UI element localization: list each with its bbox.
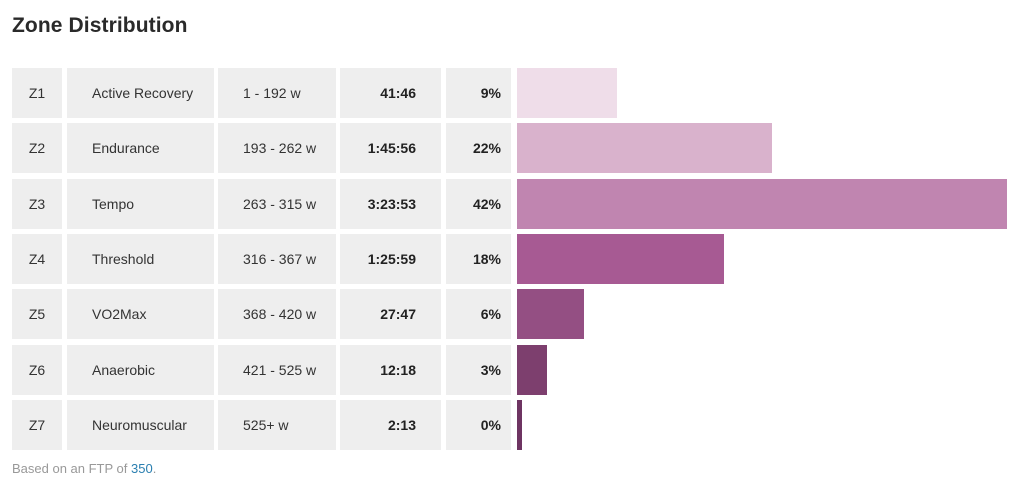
zone-name: Tempo — [67, 178, 214, 229]
zone-bar — [517, 289, 584, 340]
bar-track — [517, 68, 1007, 118]
zone-label: Z6 — [12, 344, 62, 395]
table-row: Z5 VO2Max 368 - 420 w 27:47 6% — [12, 289, 1012, 340]
zone-percent: 3% — [446, 344, 511, 395]
zone-name: Endurance — [67, 123, 214, 174]
zone-percent: 6% — [446, 289, 511, 340]
zone-bar — [517, 344, 547, 395]
zone-percent: 9% — [446, 68, 511, 118]
zone-percent: 42% — [446, 178, 511, 229]
table-row: Z2 Endurance 193 - 262 w 1:45:56 22% — [12, 123, 1012, 174]
table-row: Z3 Tempo 263 - 315 w 3:23:53 42% — [12, 178, 1012, 229]
footnote-suffix: . — [152, 461, 157, 476]
zone-time: 2:13 — [340, 399, 441, 450]
bar-track — [517, 344, 1007, 395]
table-row: Z6 Anaerobic 421 - 525 w 12:18 3% — [12, 344, 1012, 395]
zone-time: 41:46 — [340, 68, 441, 118]
table-row: Z1 Active Recovery 1 - 192 w 41:46 9% — [12, 68, 1012, 118]
zone-power-range: 193 - 262 w — [218, 123, 336, 174]
zone-power-range: 368 - 420 w — [218, 289, 336, 340]
bar-track — [517, 123, 1007, 174]
zone-label: Z7 — [12, 399, 62, 450]
zone-time: 12:18 — [340, 344, 441, 395]
zone-power-range: 1 - 192 w — [218, 68, 336, 118]
zone-bar — [517, 399, 523, 450]
zone-time: 27:47 — [340, 289, 441, 340]
zone-power-range: 421 - 525 w — [218, 344, 336, 395]
zone-percent: 0% — [446, 399, 511, 450]
bar-track — [517, 289, 1007, 340]
zone-power-range: 525+ w — [218, 399, 336, 450]
zone-name: Anaerobic — [67, 344, 214, 395]
zone-label: Z4 — [12, 233, 62, 284]
zone-bar — [517, 68, 618, 118]
table-row: Z4 Threshold 316 - 367 w 1:25:59 18% — [12, 233, 1012, 284]
zone-bar — [517, 178, 1007, 229]
zone-label: Z5 — [12, 289, 62, 340]
zone-percent: 18% — [446, 233, 511, 284]
zone-time: 1:45:56 — [340, 123, 441, 174]
zone-power-range: 263 - 315 w — [218, 178, 336, 229]
zone-name: Active Recovery — [67, 68, 214, 118]
zone-name: Neuromuscular — [67, 399, 214, 450]
table-row: Z7 Neuromuscular 525+ w 2:13 0% — [12, 399, 1012, 450]
zone-name: VO2Max — [67, 289, 214, 340]
zone-power-range: 316 - 367 w — [218, 233, 336, 284]
bar-track — [517, 178, 1007, 229]
footnote-prefix: Based on an FTP of — [12, 461, 131, 476]
ftp-value-link[interactable]: 350 — [131, 461, 153, 476]
zone-time: 1:25:59 — [340, 233, 441, 284]
zone-bar — [517, 233, 724, 284]
ftp-footnote: Based on an FTP of 350. — [12, 461, 156, 476]
zone-name: Threshold — [67, 233, 214, 284]
bar-track — [517, 233, 1007, 284]
bar-track — [517, 399, 1007, 450]
page-title: Zone Distribution — [12, 14, 188, 37]
zone-label: Z2 — [12, 123, 62, 174]
zone-time: 3:23:53 — [340, 178, 441, 229]
zone-label: Z3 — [12, 178, 62, 229]
zone-label: Z1 — [12, 68, 62, 118]
zone-percent: 22% — [446, 123, 511, 174]
zone-bar — [517, 123, 772, 174]
